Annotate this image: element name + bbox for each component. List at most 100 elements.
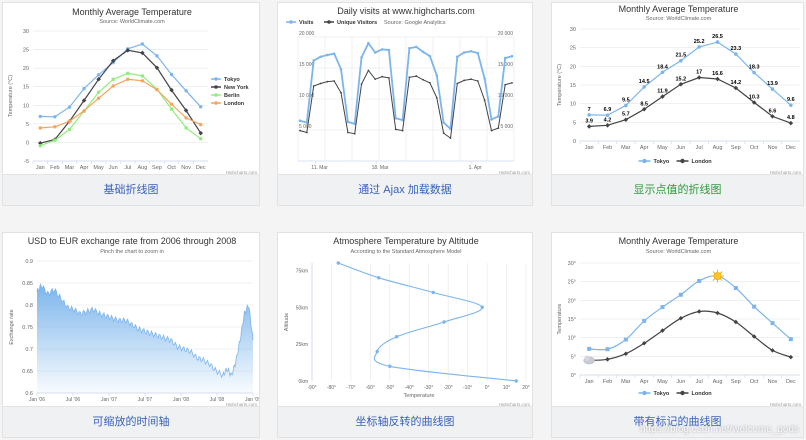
data-point	[490, 118, 493, 121]
data-point	[415, 75, 418, 77]
data-point	[788, 354, 794, 360]
legend-marker	[642, 158, 647, 164]
data-point	[67, 127, 72, 132]
card-inverted-spline[interactable]: Atmosphere Temperature by Altitude Accord…	[277, 232, 533, 438]
x-tick-label: Dec	[786, 145, 796, 151]
data-label: 18.3	[749, 65, 760, 71]
x-tick-label: Mar	[621, 379, 631, 385]
data-label: 14.2	[730, 80, 741, 86]
data-point	[184, 116, 188, 120]
data-point	[449, 137, 452, 139]
series-line-new-york	[40, 49, 202, 144]
legend-label: Tokyo	[654, 391, 670, 397]
data-point	[111, 84, 115, 88]
x-tick-label: Jul '06	[66, 397, 81, 403]
data-point	[67, 105, 72, 109]
x-tick-label: -20°	[444, 385, 453, 391]
data-point	[462, 51, 466, 54]
data-point	[660, 94, 665, 99]
chart-subtitle: Pinch the chart to zoom in	[100, 249, 164, 255]
data-point	[456, 82, 459, 85]
card-caption[interactable]: 带有标记的曲线图	[552, 406, 803, 437]
y-tick-label: 0.8	[25, 303, 33, 309]
x-tick-label: Apr	[640, 145, 649, 151]
data-point	[38, 114, 42, 119]
data-point	[605, 357, 610, 362]
y-tick-label: 15	[570, 83, 576, 89]
data-label: 6.6	[769, 108, 777, 114]
chart-subtitle: Source: Google Analytics	[384, 20, 446, 26]
data-point	[353, 132, 356, 135]
data-point	[340, 91, 342, 94]
x-tick-label: Feb	[603, 379, 612, 385]
data-point	[408, 46, 411, 50]
legend-marker	[214, 77, 218, 81]
data-label: 10.3	[749, 95, 760, 101]
y-tick-label: 0.65	[22, 369, 33, 375]
data-point	[53, 138, 57, 142]
x-tick-label: 10°	[503, 385, 511, 391]
card-caption[interactable]: 通过 Ajax 加载数据	[278, 174, 532, 205]
data-point	[586, 124, 592, 129]
card-caption[interactable]: 显示点值的折线图	[552, 174, 803, 205]
data-point	[401, 129, 404, 132]
data-point	[298, 119, 302, 122]
data-point	[503, 56, 507, 60]
y-tick-label-right: 15 000	[498, 62, 514, 68]
legend-label: Tokyo	[224, 77, 240, 83]
x-tick-label: Jan	[585, 379, 594, 385]
data-point	[605, 347, 610, 352]
x-tick-label: May	[93, 165, 104, 171]
data-point	[679, 58, 683, 63]
y-tick-label-left: 15 000	[299, 62, 315, 68]
chart-credits: Highcharts.com	[226, 170, 258, 175]
data-point	[715, 40, 720, 44]
chart-credits: Highcharts.com	[499, 402, 531, 407]
card-ajax-line[interactable]: Daily visits at www.highcharts.com Visits…	[277, 2, 533, 206]
data-point	[483, 99, 486, 102]
card-caption[interactable]: 基础折线图	[3, 174, 259, 205]
card-basic-line[interactable]: Monthly Average Temperature Source: World…	[2, 2, 260, 206]
y-tick-label: 0.85	[22, 281, 33, 287]
card-caption[interactable]: 可缩放的时间轴	[3, 406, 259, 437]
x-tick-label: -30°	[424, 385, 433, 391]
data-point	[422, 78, 424, 81]
data-point	[96, 77, 101, 82]
series-area	[37, 284, 253, 393]
data-point	[414, 45, 418, 49]
legend-label: London	[692, 159, 713, 165]
data-point	[463, 79, 466, 82]
chart-title: Monthly Average Temperature	[72, 7, 192, 17]
card-marker-spline[interactable]: Monthly Average Temperature Source: World…	[551, 232, 804, 438]
x-tick-label: Mar	[65, 165, 75, 171]
y-tick-label: 0.7	[25, 347, 33, 353]
legend-marker	[327, 20, 331, 24]
card-caption[interactable]: 坐标轴反转的曲线图	[278, 406, 532, 437]
data-point	[788, 337, 793, 342]
card-datalabel-line[interactable]: Monthly Average Temperature Source: World…	[551, 2, 804, 206]
card-zoom-area[interactable]: USD to EUR exchange rate from 2006 throu…	[2, 232, 260, 438]
x-tick-label: Nov	[181, 165, 191, 171]
data-point	[770, 321, 775, 326]
data-point	[428, 54, 432, 58]
data-point	[126, 77, 130, 81]
chart-zoom-area: USD to EUR exchange rate from 2006 throu…	[9, 236, 259, 407]
y-tick-label: 20	[23, 66, 29, 72]
y-tick-label: 5	[573, 120, 576, 126]
y-tick-label: 0	[26, 140, 29, 146]
y-tick-label-right: 20 000	[498, 31, 514, 37]
data-point	[696, 309, 702, 314]
x-tick-label: Jan	[36, 165, 45, 171]
data-point	[678, 292, 683, 297]
legend-label: Visits	[299, 20, 314, 26]
legend-marker	[214, 93, 218, 97]
data-point	[789, 103, 793, 107]
data-point	[697, 45, 701, 49]
chart-ajax-line: Daily visits at www.highcharts.com Visits…	[286, 6, 530, 175]
y-tick-label: 50km	[296, 305, 308, 311]
data-point	[319, 82, 322, 85]
data-point	[319, 55, 322, 59]
data-point	[511, 81, 513, 84]
data-point	[326, 80, 329, 83]
data-point	[125, 48, 131, 53]
